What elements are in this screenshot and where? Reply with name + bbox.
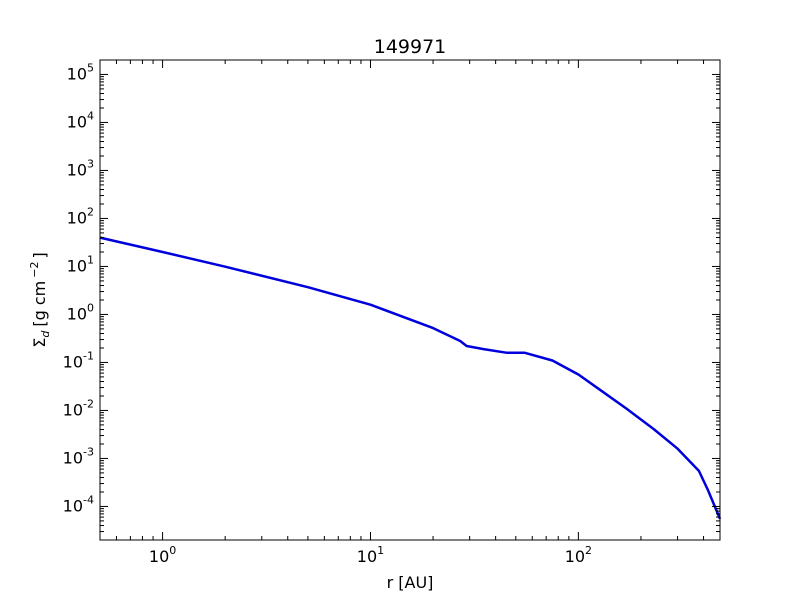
y-tick-label-exp: 0: [87, 301, 94, 314]
y-tick-label-base: 10: [63, 448, 83, 467]
x-tick-label-base: 10: [565, 547, 585, 566]
y-tick-label-base: 10: [67, 64, 87, 83]
x-tick-label-base: 10: [357, 547, 377, 566]
plot-frame: [99, 59, 721, 541]
y-tick-label-exp: -1: [83, 349, 94, 362]
y-tick-label-base: 10: [67, 112, 87, 131]
y-tick-label: 104: [67, 109, 94, 131]
x-ticks: 100 101 102: [99, 60, 705, 566]
y-tick-label-exp: 2: [87, 205, 94, 218]
x-tick-label: 101: [357, 544, 384, 566]
y-tick-label: 102: [67, 205, 94, 227]
y-axis-label-units-end: ]: [30, 252, 49, 258]
y-tick-label-exp: 4: [87, 109, 94, 122]
y-axis-label-subscript: d: [39, 330, 52, 338]
y-axis-label-units-exp: −2: [28, 262, 41, 278]
y-tick-label-base: 10: [63, 496, 83, 515]
y-tick-label: 10-3: [63, 445, 94, 467]
x-tick-label-exp: 1: [377, 544, 384, 557]
y-tick-label-base: 10: [67, 208, 87, 227]
y-tick-label-exp: -2: [83, 397, 94, 410]
y-tick-label: 101: [67, 253, 94, 275]
y-axis-label-symbol: Σ: [30, 338, 49, 348]
y-axis-label: Σd [g cm −2]: [28, 252, 52, 347]
x-tick-label-exp: 2: [585, 544, 592, 557]
x-tick-label-base: 10: [149, 547, 169, 566]
y-tick-label: 103: [67, 157, 94, 179]
y-tick-label-base: 10: [63, 400, 83, 419]
series-line: [99, 236, 722, 520]
y-tick-label: 10-2: [63, 397, 94, 419]
x-tick-label-exp: 0: [169, 544, 176, 557]
y-tick-label: 10-4: [63, 493, 94, 515]
x-tick-label: 100: [149, 544, 176, 566]
y-tick-label: 100: [67, 301, 94, 323]
y-tick-label-base: 10: [67, 304, 87, 323]
chart-title: 149971: [374, 36, 447, 58]
y-tick-label-exp: 3: [87, 157, 94, 170]
x-axis-label: r [AU]: [387, 573, 434, 592]
y-tick-label-exp: -4: [83, 493, 94, 506]
y-tick-label-exp: -3: [83, 445, 94, 458]
y-tick-label-base: 10: [67, 256, 87, 275]
y-tick-label: 105: [67, 61, 94, 83]
y-tick-label-base: 10: [63, 352, 83, 371]
x-tick-label: 102: [565, 544, 592, 566]
y-tick-label: 10-1: [63, 349, 94, 371]
y-axis-label-units: [g cm: [30, 281, 49, 327]
series-layer: [99, 236, 722, 520]
y-tick-label-exp: 1: [87, 253, 94, 266]
y-tick-label-exp: 5: [87, 61, 94, 74]
y-tick-label-base: 10: [67, 160, 87, 179]
